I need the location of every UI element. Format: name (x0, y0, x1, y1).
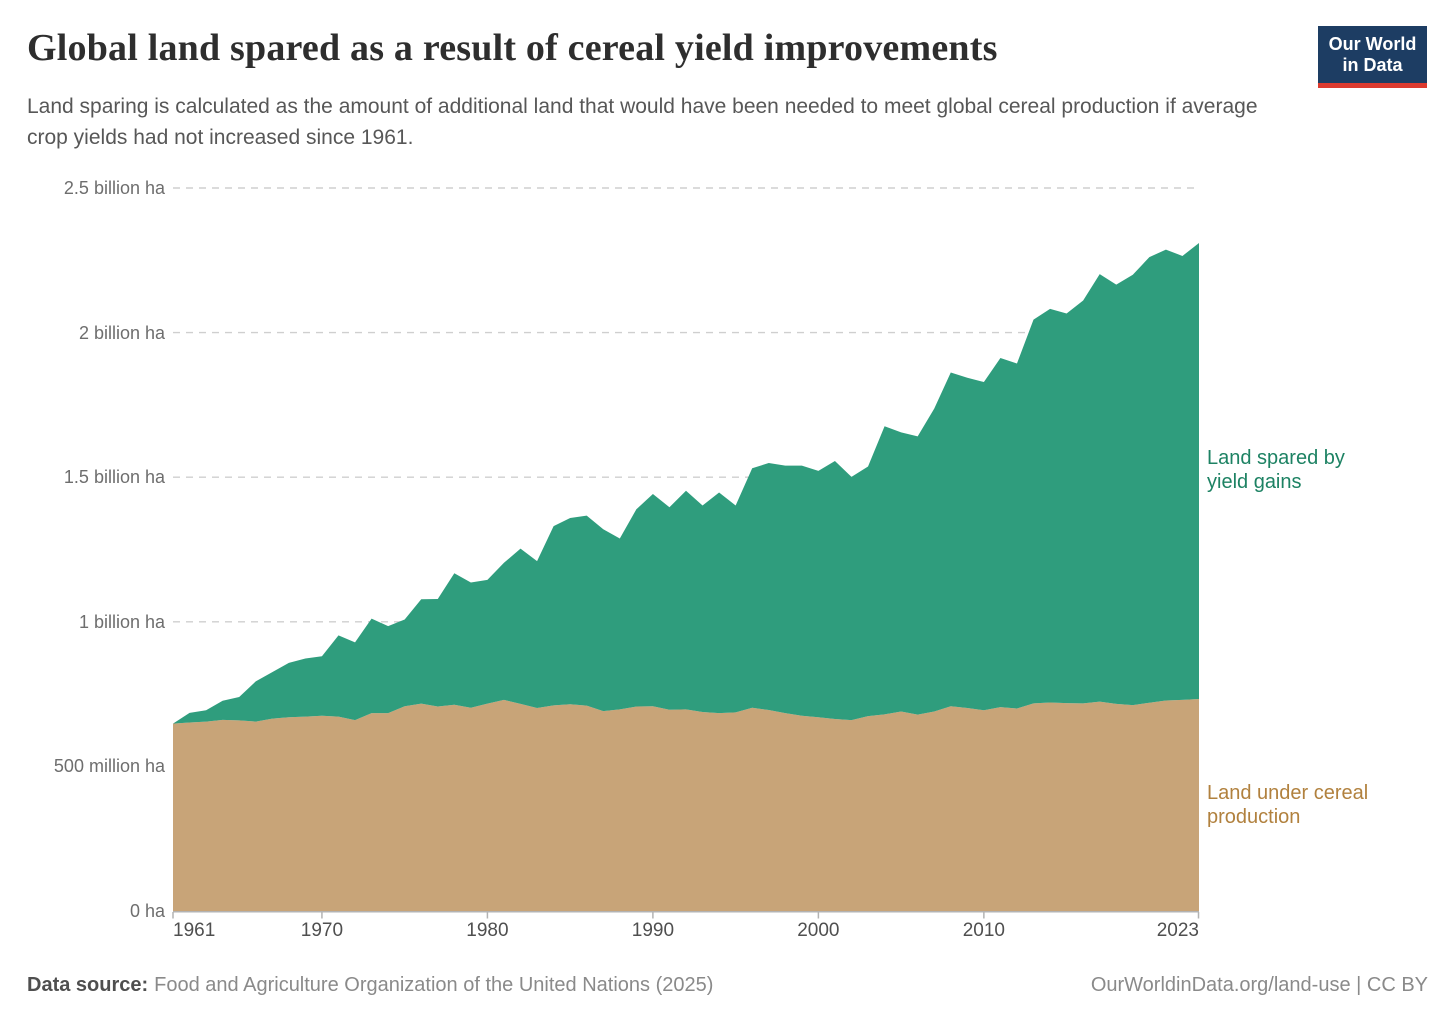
y-axis-label: 2 billion ha (78, 322, 165, 343)
logo-line2: in Data (1342, 54, 1403, 75)
footer-url[interactable]: OurWorldinData.org/land-use | CC BY (1090, 974, 1428, 996)
x-axis-label: 1970 (300, 920, 344, 941)
x-axis-label: 2000 (797, 920, 840, 941)
y-axis-label: 1 billion ha (78, 611, 165, 632)
y-axis-label: 0 ha (129, 901, 165, 921)
owid-logo-redbar (1318, 83, 1427, 88)
page-subtitle: Land sparing is calculated as the amount… (27, 95, 1258, 149)
owid-logo-text: Our World in Data (1318, 26, 1427, 83)
x-axis-label: 1990 (631, 920, 675, 941)
y-axis-label: 500 million ha (53, 756, 165, 777)
chart-footer: Data source: Food and Agriculture Organiz… (0, 974, 1456, 1004)
annotation-land-under-cereal: Land under cereal production (1207, 782, 1369, 828)
x-axis-label: 2010 (962, 920, 1005, 941)
footer-source-text: Food and Agriculture Organization of the… (154, 974, 714, 996)
owid-logo[interactable]: Our World in Data (1318, 26, 1427, 88)
x-axis-label: 1961 (173, 920, 216, 941)
page-title: Global land spared as a result of cereal… (27, 27, 998, 69)
y-axis-label: 2.5 billion ha (63, 178, 165, 198)
y-axis-label: 1.5 billion ha (63, 467, 165, 488)
x-axis-label: 1980 (466, 920, 509, 941)
logo-line1: Our World (1328, 33, 1417, 54)
area-land-spared-by-yield-gains[interactable] (173, 242, 1199, 724)
area-land-under-cereal-production[interactable] (173, 699, 1199, 911)
annotation-land-spared: Land spared by yield gains (1207, 447, 1345, 493)
footer-source-label: Data source: (27, 974, 149, 996)
x-axis-label: 2023 (1156, 920, 1199, 941)
footer-source: Data source: Food and Agriculture Organiz… (27, 974, 713, 997)
